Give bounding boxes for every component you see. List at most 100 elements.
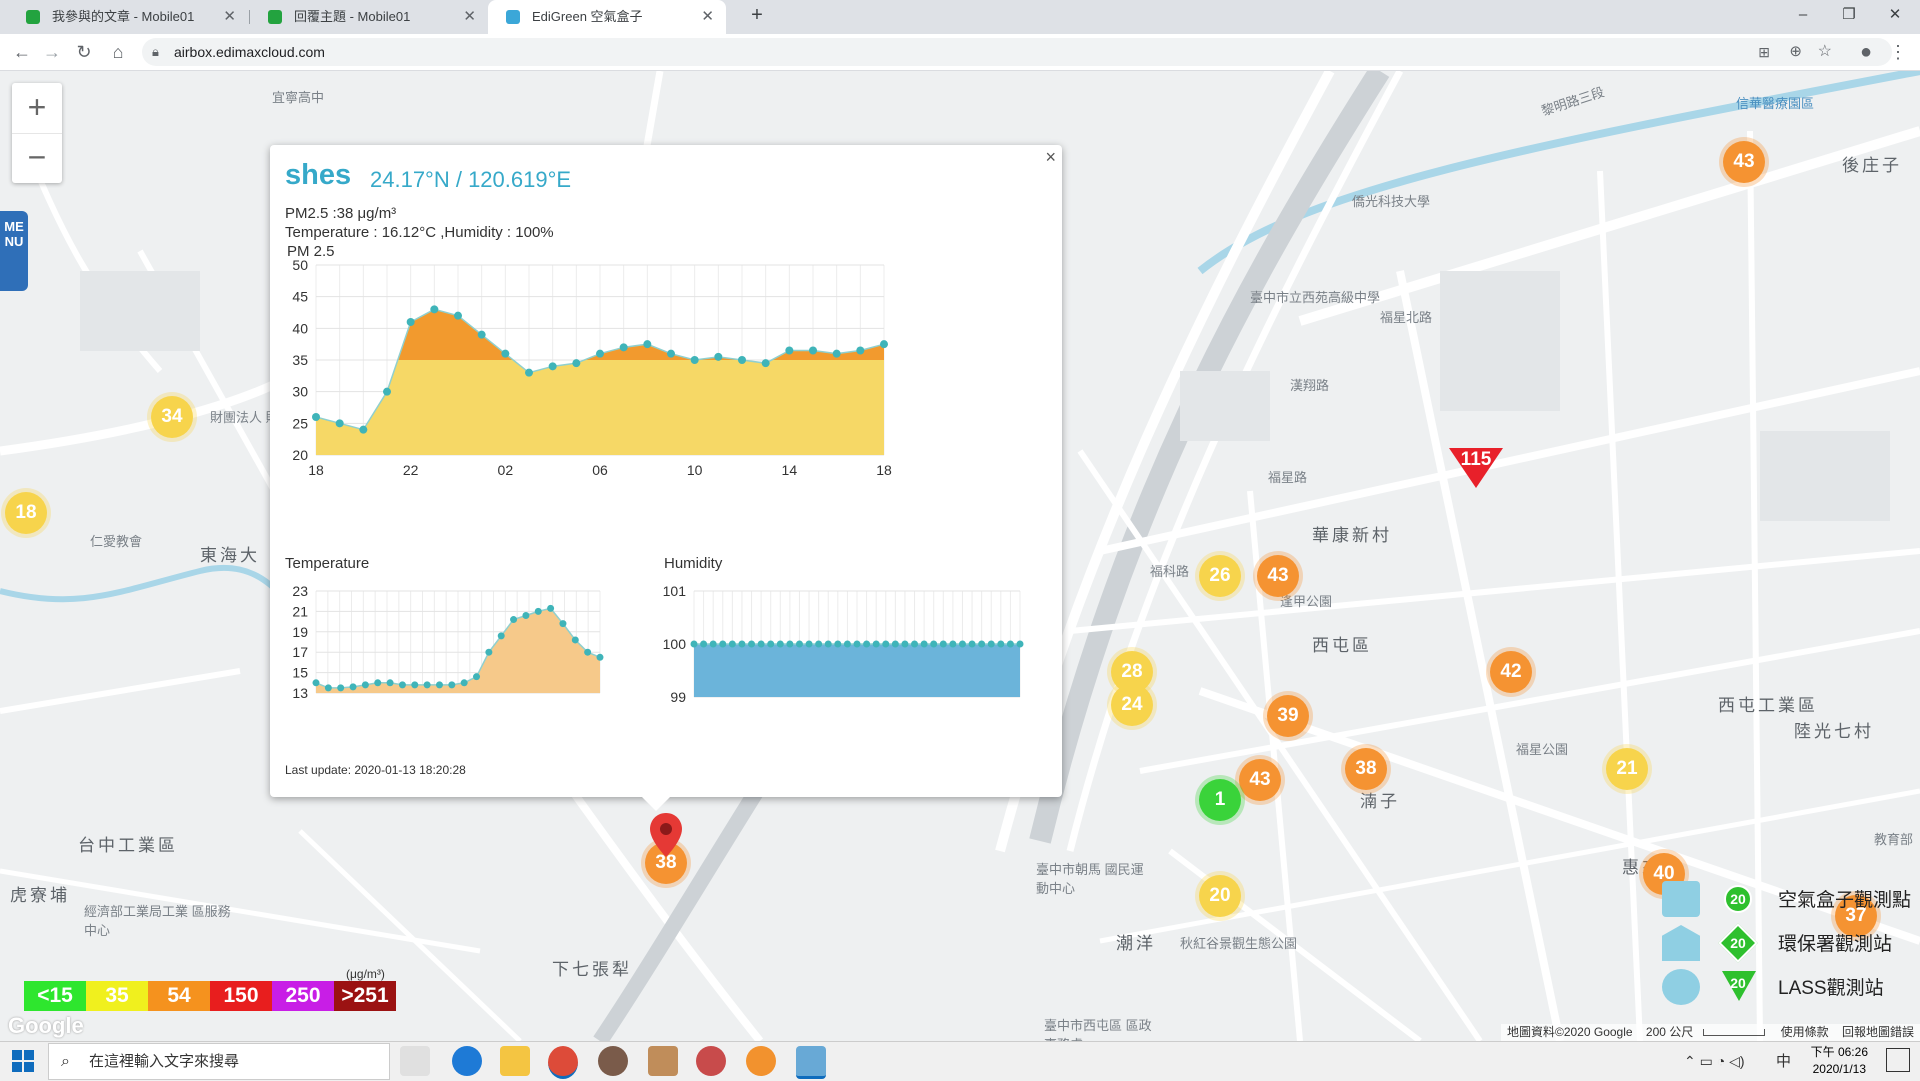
airbox-marker[interactable]: 1 (1199, 779, 1241, 821)
airbox-marker[interactable]: 28 (1111, 651, 1153, 693)
map-label: 台中工業區 (78, 836, 178, 855)
map-scale[interactable]: 200 公尺 (1645, 1025, 1694, 1039)
data-point (757, 640, 765, 648)
y-tick-label: 15 (292, 665, 308, 681)
notification-center-icon[interactable] (1886, 1048, 1910, 1072)
lass-type-value: 20 (1730, 975, 1746, 991)
station-type-lass[interactable]: 20 LASS觀測站 (1662, 969, 1912, 1005)
app-icon[interactable] (598, 1046, 628, 1076)
home-icon[interactable]: ⌂ (112, 42, 124, 62)
station-coordinates: 24.17°N / 120.619°E (370, 167, 572, 192)
ime-indicator[interactable]: 中 (1776, 1053, 1792, 1070)
windows-start-icon[interactable] (12, 1050, 34, 1072)
y-tick-label: 45 (292, 289, 308, 305)
close-tab-icon[interactable]: ✕ (463, 8, 476, 25)
minimize-icon[interactable]: – (1798, 6, 1808, 23)
data-point (748, 640, 756, 648)
close-window-icon[interactable]: ✕ (1888, 6, 1902, 23)
tab-mobile01-reply[interactable]: 回覆主題 - Mobile01 ✕ (250, 0, 488, 34)
data-point (312, 679, 320, 687)
station-type-airbox[interactable]: 20 空氣盒子觀測點 (1662, 881, 1912, 917)
data-point (786, 640, 794, 648)
airbox-marker[interactable]: 43 (1257, 555, 1299, 597)
map-label: 臺中市朝馬 國民運動中心 (1036, 862, 1144, 896)
tab-mobile01-articles[interactable]: 我參與的文章 - Mobile01 ✕ (8, 0, 248, 34)
data-point (795, 640, 803, 648)
airbox-marker[interactable]: 42 (1490, 651, 1532, 693)
close-tab-icon[interactable]: ✕ (223, 8, 236, 25)
address-bar[interactable]: 🔒︎ airbox.edimaxcloud.com ⊞ ⊕ ☆ (142, 38, 1892, 66)
windows-taskbar: ⌕ 在這裡輸入文字來搜尋 ⌃ ▭ ◔ ◁) 中 下午 06:26 2020/1/… (0, 1041, 1920, 1081)
report-error-link[interactable]: 回報地圖錯誤 (1841, 1025, 1914, 1039)
data-point (761, 359, 770, 368)
data-point (949, 640, 957, 648)
airbox-marker[interactable]: 21 (1606, 748, 1648, 790)
airbox-icon (1662, 881, 1700, 917)
terms-link[interactable]: 使用條款 (1780, 1025, 1829, 1039)
airbox-marker[interactable]: 24 (1111, 684, 1153, 726)
app-icon[interactable] (796, 1046, 826, 1079)
map-attribution: 地圖資料©2020 Google (1506, 1025, 1633, 1039)
forward-icon[interactable]: → (43, 42, 61, 62)
map-label: 陸光七村 (1794, 722, 1874, 741)
zoom-in-button[interactable]: + (12, 83, 62, 134)
epa-triangle-marker[interactable] (1449, 448, 1503, 488)
airbox-marker[interactable]: 38 (1345, 748, 1387, 790)
translate-icon[interactable]: ⊞ (1758, 44, 1770, 60)
restore-icon[interactable]: ❐ (1842, 6, 1856, 23)
map-view[interactable]: 宜寧高中 東海大 仁愛教會 財團法人 財團高級 台中工業區 虎寮埔 經濟部工業局… (0, 71, 1920, 1041)
data-point (1006, 640, 1014, 648)
data-point (361, 681, 369, 689)
back-icon[interactable]: ← (13, 42, 31, 62)
location-pin-icon[interactable] (648, 811, 684, 859)
zoom-out-button[interactable]: − (27, 139, 47, 175)
blender-icon[interactable] (746, 1046, 776, 1076)
zoom-icon[interactable]: ⊕ (1789, 43, 1802, 60)
profile-icon[interactable]: ● (1859, 41, 1873, 63)
new-tab-icon[interactable]: + (751, 4, 763, 26)
taskbar-clock[interactable]: 下午 06:26 2020/1/13 (1811, 1044, 1868, 1078)
close-tab-icon[interactable]: ✕ (701, 8, 714, 25)
menu-button[interactable]: MENU (0, 211, 28, 291)
data-point (596, 653, 604, 661)
data-point (728, 640, 736, 648)
map-label: 漢翔路 (1290, 378, 1330, 393)
airbox-marker[interactable]: 20 (1199, 875, 1241, 917)
chrome-icon[interactable] (548, 1046, 578, 1079)
tab-edigreen-airbox[interactable]: EdiGreen 空氣盒子 ✕ (488, 0, 726, 34)
popup-close-button[interactable]: × (1045, 147, 1056, 167)
airbox-marker[interactable]: 39 (1267, 695, 1309, 737)
app-icon[interactable] (648, 1046, 678, 1076)
map-label: 信華醫療園區 (1736, 96, 1815, 111)
file-explorer-icon[interactable] (500, 1046, 530, 1076)
tab-title: 回覆主題 - Mobile01 (294, 9, 411, 24)
reload-icon[interactable]: ↻ (76, 42, 92, 62)
airbox-marker[interactable]: 43 (1239, 759, 1281, 801)
app-icon[interactable] (696, 1046, 726, 1076)
airbox-marker[interactable]: 18 (5, 492, 47, 534)
browser-menu-icon[interactable]: ⋮ (1889, 42, 1907, 62)
station-type-label: 空氣盒子觀測點 (1778, 890, 1912, 911)
station-type-epa[interactable]: 20 環保署觀測站 (1662, 923, 1912, 963)
y-tick-label: 19 (292, 624, 308, 640)
bookmark-star-icon[interactable]: ☆ (1817, 43, 1832, 60)
airbox-marker[interactable]: 43 (1723, 141, 1765, 183)
data-point (383, 387, 391, 396)
map-label: 西屯工業區 (1718, 696, 1818, 715)
data-point (559, 620, 567, 628)
task-view-icon[interactable] (400, 1046, 430, 1076)
map-label: 西屯區 (1312, 636, 1372, 655)
system-tray-icons[interactable]: ⌃ ▭ ◔ ◁) (1684, 1053, 1745, 1069)
data-point (690, 356, 699, 364)
airbox-marker[interactable]: 26 (1199, 555, 1241, 597)
data-point (349, 683, 357, 691)
edge-icon[interactable] (452, 1046, 482, 1076)
map-label: 臺中市立西苑高級中學 (1250, 290, 1381, 305)
map-label: 華康新村 (1312, 526, 1392, 545)
taskbar-search-box[interactable]: ⌕ 在這裡輸入文字來搜尋 (48, 1043, 390, 1080)
data-point (497, 632, 505, 640)
y-tick-label: 21 (292, 603, 308, 619)
x-tick-label: 06 (592, 462, 608, 478)
airbox-marker[interactable]: 34 (151, 396, 193, 438)
airbox-marker[interactable]: 37 (1835, 895, 1877, 937)
